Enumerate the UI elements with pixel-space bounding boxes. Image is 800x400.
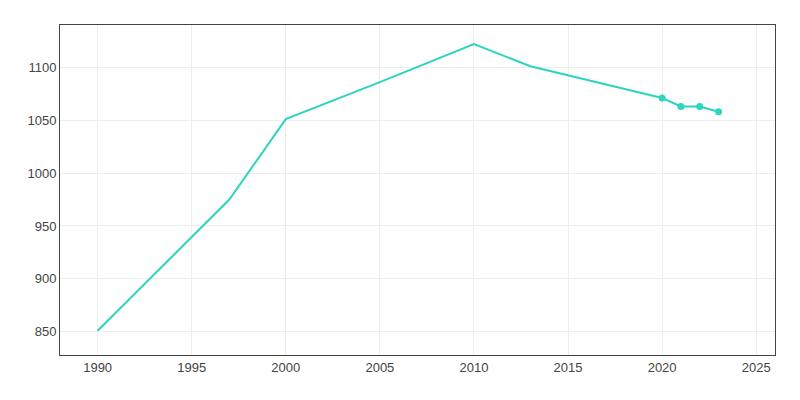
svg-text:2020: 2020: [648, 360, 677, 375]
svg-text:1000: 1000: [27, 166, 56, 181]
svg-text:2000: 2000: [271, 360, 300, 375]
svg-text:950: 950: [35, 219, 57, 234]
svg-text:2005: 2005: [365, 360, 394, 375]
svg-text:2025: 2025: [742, 360, 771, 375]
svg-text:2015: 2015: [554, 360, 583, 375]
svg-text:1995: 1995: [177, 360, 206, 375]
svg-text:1990: 1990: [83, 360, 112, 375]
svg-text:2010: 2010: [459, 360, 488, 375]
svg-text:1100: 1100: [28, 60, 56, 75]
svg-text:1050: 1050: [27, 113, 56, 128]
svg-text:850: 850: [35, 324, 57, 339]
svg-text:900: 900: [35, 271, 57, 286]
